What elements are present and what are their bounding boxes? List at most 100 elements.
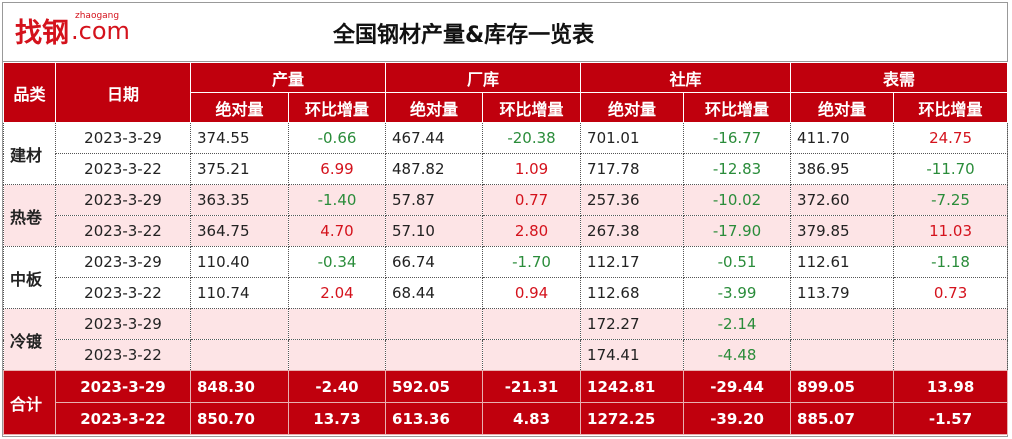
value-cell: 174.41: [580, 339, 685, 371]
date-cell: 2023-3-29: [55, 370, 191, 403]
sub-header: 环比增量: [287, 92, 387, 123]
change-cell: -1.70: [482, 246, 582, 278]
value-cell: 267.38: [580, 215, 685, 247]
value-cell: 363.35: [190, 184, 289, 216]
value-cell: 172.27: [580, 308, 685, 340]
value-cell: 885.07: [790, 402, 895, 435]
value-cell: 57.10: [385, 215, 484, 247]
value-cell: 1242.81: [580, 370, 685, 403]
data-row: 2023-3-22 364.75 4.70 57.10 2.80 267.38 -17.90…: [4, 215, 1009, 247]
date-cell: 2023-3-22: [55, 277, 191, 309]
group-header: 表需: [790, 62, 1009, 93]
value-cell: 112.61: [790, 246, 895, 278]
date-cell: 2023-3-29: [55, 246, 191, 278]
date-cell: 2023-3-29: [55, 122, 191, 154]
sub-header: 绝对量: [580, 92, 685, 123]
change-cell: -3.99: [683, 277, 792, 309]
value-cell: 66.74: [385, 246, 484, 278]
change-cell: -2.14: [683, 308, 792, 340]
change-cell: 0.73: [893, 277, 1009, 309]
empty-cell: [790, 339, 895, 371]
sub-header: 绝对量: [790, 92, 895, 123]
change-cell: -0.66: [287, 122, 387, 154]
value-cell: 68.44: [385, 277, 484, 309]
change-cell: -21.31: [482, 370, 582, 403]
change-cell: -2.40: [287, 370, 387, 403]
group-header: 产量: [189, 62, 387, 93]
change-cell: -1.57: [893, 402, 1009, 435]
value-cell: 110.74: [190, 277, 289, 309]
logo-brand: 找钢: [15, 18, 69, 49]
value-cell: 592.05: [385, 370, 484, 403]
change-cell: 13.98: [893, 370, 1009, 403]
change-cell: -0.51: [683, 246, 792, 278]
category-cell: 热卷: [3, 184, 56, 247]
header-row: 品类 日期 产量 厂库 社库 表需: [3, 62, 1009, 123]
change-cell: -16.77: [683, 122, 792, 154]
change-cell: 4.70: [287, 215, 387, 247]
group-header: 社库: [580, 62, 792, 93]
logo: 找钢 zhaogang .com: [15, 11, 130, 51]
change-cell: -20.38: [482, 122, 582, 154]
change-cell: 1.09: [482, 153, 582, 185]
value-cell: 257.36: [580, 184, 685, 216]
change-cell: 0.77: [482, 184, 582, 216]
data-row: 合计 2023-3-29 848.30 -2.40 592.05 -21.31 1242.8…: [3, 370, 1009, 435]
sub-header: 绝对量: [385, 92, 484, 123]
data-row: 2023-3-22 850.70 13.73 613.36 4.83 1272.25 -39…: [4, 402, 1009, 435]
category-cell: 建材: [3, 122, 56, 185]
empty-cell: [190, 339, 289, 371]
date-cell: 2023-3-29: [55, 308, 191, 340]
change-cell: 4.83: [482, 402, 582, 435]
value-cell: 701.01: [580, 122, 685, 154]
change-cell: -1.18: [893, 246, 1009, 278]
change-cell: 2.04: [287, 277, 387, 309]
value-cell: 372.60: [790, 184, 895, 216]
change-cell: -29.44: [683, 370, 792, 403]
date-cell: 2023-3-22: [55, 153, 191, 185]
value-cell: 112.68: [580, 277, 685, 309]
change-cell: -4.48: [683, 339, 792, 371]
empty-cell: [893, 339, 1009, 371]
value-cell: 613.36: [385, 402, 484, 435]
header-bar: 找钢 zhaogang .com 全国钢材产量&库存一览表: [3, 3, 1007, 62]
value-cell: 375.21: [190, 153, 289, 185]
category-cell: 合计: [3, 370, 56, 435]
change-cell: -0.34: [287, 246, 387, 278]
empty-cell: [287, 308, 387, 340]
value-cell: 899.05: [790, 370, 895, 403]
category-cell: 中板: [3, 246, 56, 309]
header-cell: 日期: [55, 62, 191, 123]
empty-cell: [482, 308, 582, 340]
data-row: 冷镀 2023-3-29 172.27 -2.14: [3, 308, 1009, 371]
sub-header: 环比增量: [482, 92, 582, 123]
header-cell: 品类: [3, 62, 56, 123]
value-cell: 717.78: [580, 153, 685, 185]
empty-cell: [893, 308, 1009, 340]
header-row: 绝对量 环比增量 绝对量 环比增量 绝对量 环比增量 绝对量 环比增量: [4, 92, 1009, 123]
group-header: 厂库: [385, 62, 582, 93]
change-cell: -10.02: [683, 184, 792, 216]
logo-domain: zhaogang .com: [71, 11, 130, 45]
date-cell: 2023-3-29: [55, 184, 191, 216]
date-cell: 2023-3-22: [55, 402, 191, 435]
change-cell: -17.90: [683, 215, 792, 247]
sub-header: 环比增量: [683, 92, 792, 123]
value-cell: 467.44: [385, 122, 484, 154]
value-cell: 364.75: [190, 215, 289, 247]
value-cell: 379.85: [790, 215, 895, 247]
empty-cell: [385, 339, 484, 371]
data-row: 建材 2023-3-29 374.55 -0.66 467.44 -20.38 701.01…: [3, 122, 1009, 185]
change-cell: -12.83: [683, 153, 792, 185]
logo-pinyin: zhaogang: [75, 10, 120, 21]
value-cell: 57.87: [385, 184, 484, 216]
value-cell: 850.70: [190, 402, 289, 435]
data-row: 中板 2023-3-29 110.40 -0.34 66.74 -1.70 112.17 -0…: [3, 246, 1009, 309]
value-cell: 487.82: [385, 153, 484, 185]
change-cell: -1.40: [287, 184, 387, 216]
value-cell: 411.70: [790, 122, 895, 154]
change-cell: 2.80: [482, 215, 582, 247]
title: 全国钢材产量&库存一览表: [333, 23, 595, 48]
data-row: 热卷 2023-3-29 363.35 -1.40 57.87 0.77 257.36 -10…: [3, 184, 1009, 247]
